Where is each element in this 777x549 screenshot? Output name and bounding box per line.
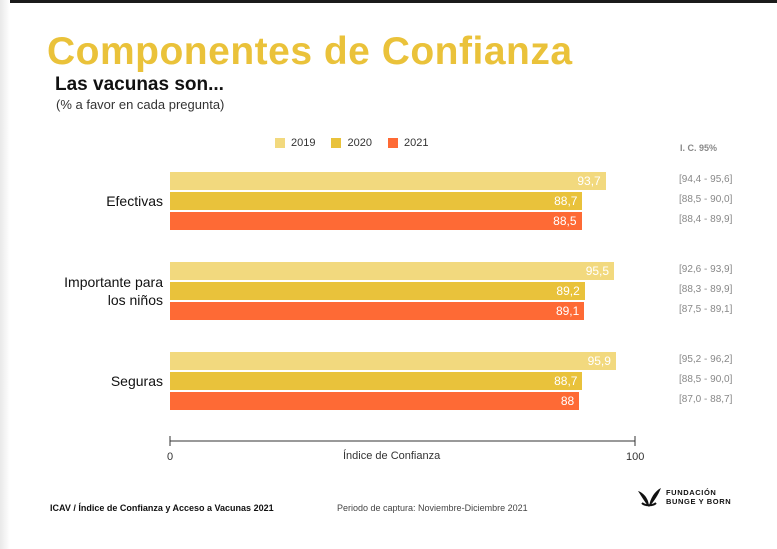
bar-2021: 88,5 (170, 212, 582, 230)
bar-value-label: 88,7 (554, 374, 578, 388)
bar-2019: 95,5 (170, 262, 615, 280)
confidence-interval-label: [88,4 - 89,9] (679, 214, 733, 225)
confidence-interval-label: [88,5 - 90,0] (679, 374, 733, 385)
bar-value-label: 88,7 (554, 194, 578, 208)
legend-swatch-2021 (387, 138, 398, 148)
x-tick-label-100: 100 (626, 451, 645, 463)
bar-value-label: 95,9 (587, 354, 611, 368)
category-label: Efectivas (106, 192, 163, 210)
legend-item-2020: 2020 (331, 137, 372, 149)
legend-swatch-2020 (331, 138, 342, 148)
bar-value-label: 95,5 (585, 264, 610, 278)
category-label: Seguras (111, 372, 163, 390)
logo-line-1: FUNDACIÓN (666, 488, 717, 497)
bar-value-label: 89,2 (556, 284, 580, 298)
bar-value-label: 89,1 (555, 304, 580, 318)
bar-2020: 89,2 (170, 282, 585, 300)
category-label-line: los niños (107, 292, 163, 308)
confidence-interval-label: [92,6 - 93,9] (679, 264, 733, 275)
slide-subtitle: Las vacunas son... (55, 74, 224, 95)
bar-value-label: 88,5 (553, 214, 577, 228)
slide-title: Componentes de Confianza (47, 30, 573, 73)
legend-label-2020: 2020 (347, 137, 372, 149)
category-label: Importante para los niños (64, 273, 163, 309)
sprout-logo-icon (638, 488, 661, 507)
ci-header: I. C. 95% (680, 143, 718, 153)
confidence-interval-label: [95,2 - 96,2] (679, 354, 733, 365)
legend-item-2021: 2021 (387, 137, 429, 149)
category-label-line: Seguras (110, 373, 163, 389)
confidence-interval-label: [88,3 - 89,9] (679, 284, 733, 295)
bar-2021: 89,1 (170, 302, 585, 320)
x-tick-label-0: 0 (167, 451, 174, 463)
confidence-interval-label: [87,5 - 89,1] (679, 304, 733, 315)
bar-2021: 88 (170, 392, 580, 410)
category-label-line: Importante para (64, 274, 163, 290)
legend-swatch-2019 (275, 138, 285, 148)
bar-2019: 93,7 (170, 172, 606, 190)
bar-value-label: 88 (560, 394, 575, 408)
bar-2019: 95,9 (170, 352, 616, 370)
confidence-interval-label: [87,0 - 88,7] (679, 394, 733, 405)
footer-period: Periodo de captura: Noviembre-Diciembre … (337, 503, 528, 513)
legend-label-2019: 2019 (291, 137, 316, 149)
bar-2020: 88,7 (170, 372, 583, 390)
legend-label-2021: 2021 (403, 137, 429, 149)
bar-2020: 88,7 (170, 192, 583, 210)
chart-legend: 2019 2020 2021 (275, 137, 428, 149)
x-axis-title: Índice de Confianza (343, 450, 441, 462)
confidence-interval-label: [88,5 - 90,0] (679, 194, 733, 205)
bar-value-label: 93,7 (577, 174, 601, 188)
slide-note: (% a favor en cada pregunta) (56, 97, 225, 112)
category-label-line: Efectivas (106, 193, 163, 209)
window-left-shadow (0, 0, 10, 549)
confidence-interval-label: [94,4 - 95,6] (679, 174, 733, 185)
logo-line-2: BUNGE Y BORN (666, 497, 732, 506)
footer-source: ICAV / Índice de Confianza y Acceso a Va… (50, 503, 274, 513)
window-top-border (0, 0, 777, 3)
legend-item-2019: 2019 (275, 137, 315, 149)
foundation-logo: FUNDACIÓN BUNGE Y BORN (636, 485, 731, 509)
